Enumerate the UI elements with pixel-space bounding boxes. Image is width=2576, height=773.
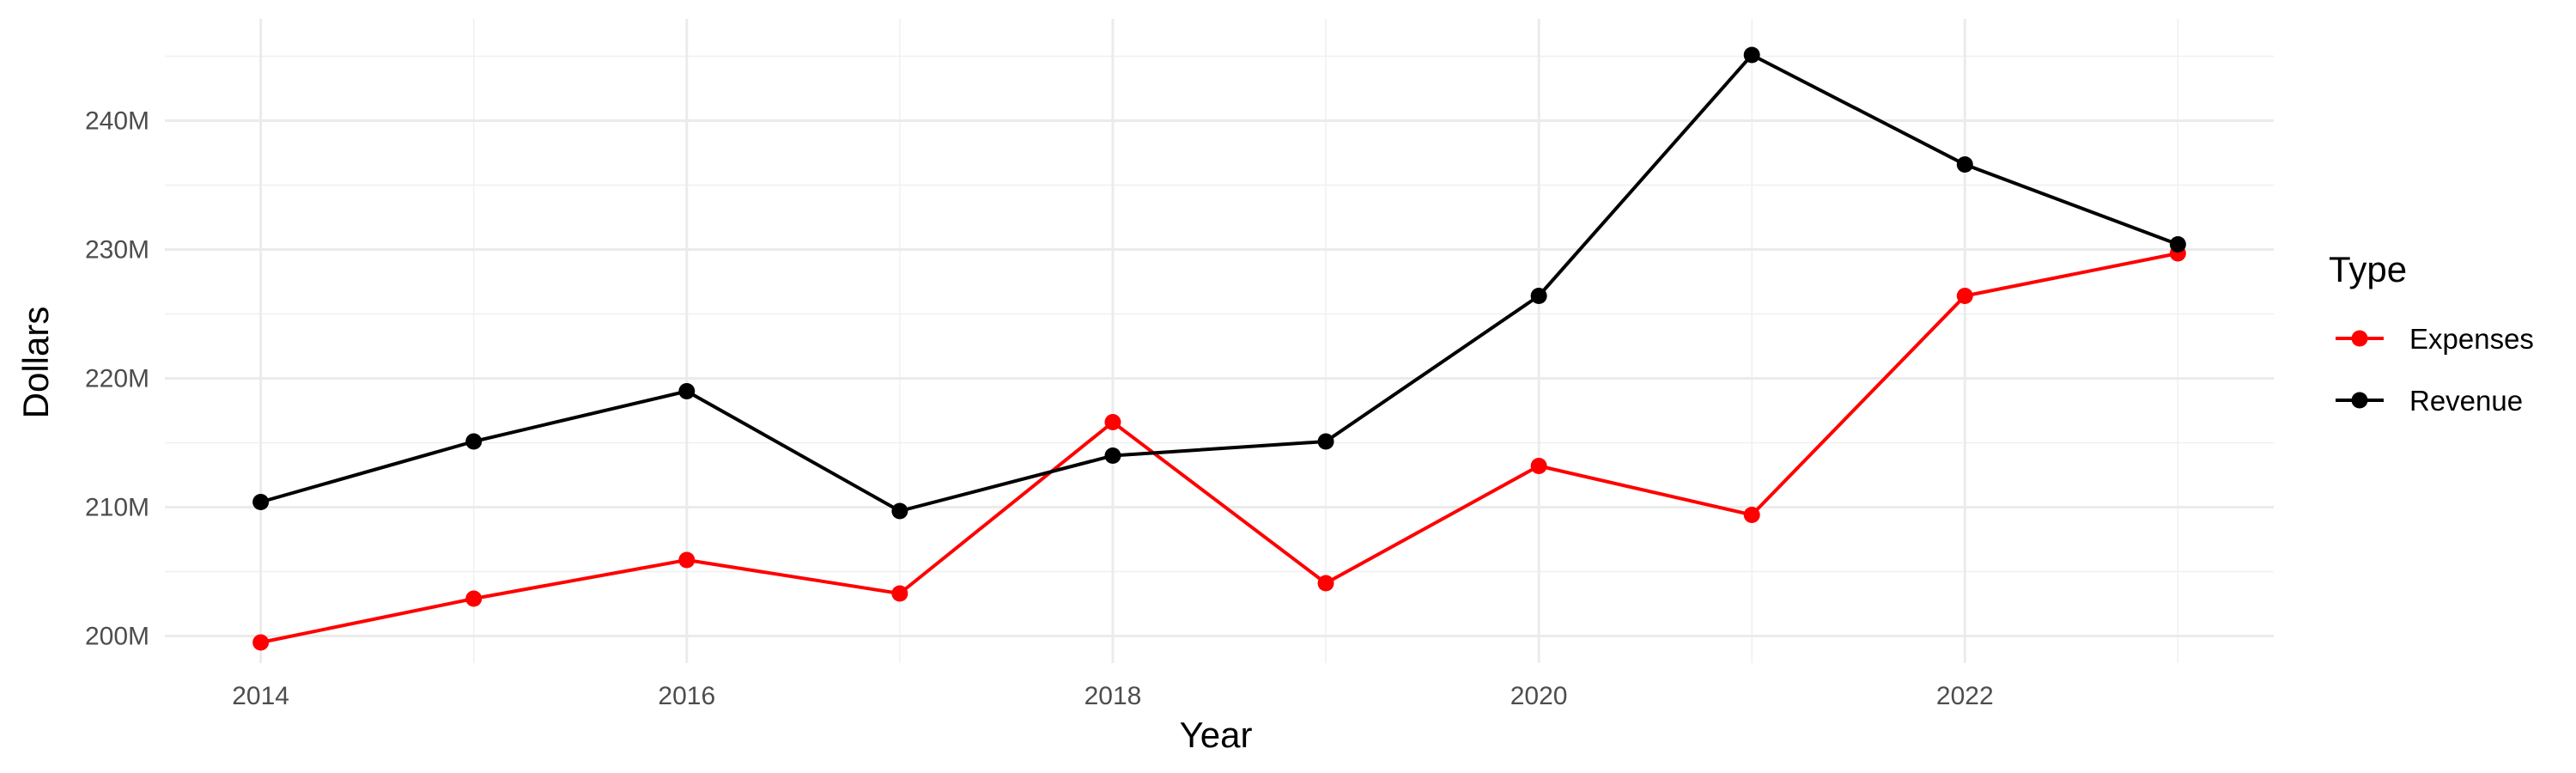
expenses-data-point [1104, 414, 1121, 430]
legend-title: Type [2329, 249, 2407, 289]
revenue-data-point [1104, 447, 1121, 464]
revenue-data-point [1956, 156, 1973, 173]
x-tick-label: 2014 [232, 682, 289, 710]
y-tick-label: 230M [85, 236, 149, 265]
revenue-series-line [260, 53, 2179, 513]
legend-key-point-revenue [2351, 392, 2368, 409]
x-tick-label: 2020 [1510, 682, 1568, 710]
legend: Type Expenses Revenue [2329, 249, 2534, 417]
y-tick-label: 210M [85, 494, 149, 522]
legend-label-revenue: Revenue [2409, 385, 2523, 417]
revenue-data-point [891, 502, 908, 520]
expenses-data-point [1530, 458, 1547, 474]
expenses-data-point [1956, 288, 1973, 304]
x-tick-label: 2018 [1084, 682, 1142, 710]
revenue-data-point [678, 383, 696, 399]
y-tick-label: 220M [85, 365, 149, 393]
axis-labels: Year Dollars 200M 210M 220M 230M 240M 2014 201… [15, 107, 1994, 756]
expenses-data-point [1743, 507, 1760, 523]
y-tick-label: 200M [85, 623, 149, 651]
revenue-data-point [252, 494, 270, 510]
revenue-data-point [1743, 46, 1760, 64]
expenses-data-point [678, 551, 696, 569]
revenue-data-point [465, 433, 483, 450]
x-tick-label: 2022 [1936, 682, 1994, 710]
y-axis-title: Dollars [15, 307, 56, 419]
revenue-data-point [1530, 288, 1547, 304]
legend-item-revenue: Revenue [2336, 385, 2523, 417]
expenses-data-point [1317, 575, 1334, 592]
expenses-data-point [891, 585, 908, 602]
legend-label-expenses: Expenses [2409, 323, 2534, 355]
legend-item-expenses: Expenses [2336, 323, 2534, 355]
expenses-data-point [252, 634, 270, 651]
revenue-data-point [1317, 433, 1334, 450]
series-layer [252, 46, 2186, 651]
x-axis-title: Year [1180, 715, 1253, 755]
expenses-data-point [465, 590, 483, 607]
legend-key-point-expenses [2351, 330, 2368, 347]
y-tick-label: 240M [85, 107, 149, 136]
revenue-data-point [2169, 236, 2186, 253]
expenses-series-line [260, 252, 2178, 644]
x-tick-label: 2016 [658, 682, 715, 710]
grid-lines [165, 19, 2274, 663]
